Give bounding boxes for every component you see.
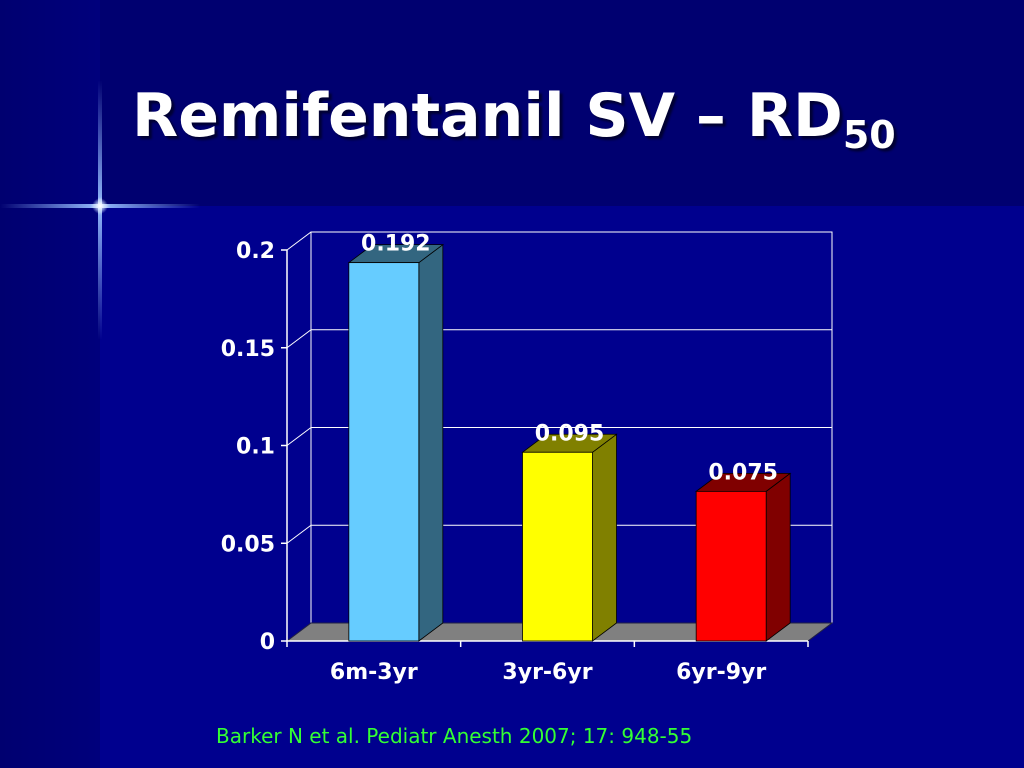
bar bbox=[695, 490, 767, 642]
data-label: 0.075 bbox=[708, 460, 778, 485]
y-tick-label: 0.1 bbox=[236, 435, 275, 460]
y-tick-label: 0.15 bbox=[221, 337, 275, 362]
gridline-side bbox=[286, 231, 312, 251]
y-tick-label: 0 bbox=[260, 630, 275, 655]
left-background-band bbox=[0, 0, 100, 768]
citation: Barker N et al. Pediatr Anesth 2007; 17:… bbox=[216, 724, 693, 748]
bar-side bbox=[765, 472, 791, 642]
bar-side bbox=[418, 243, 444, 642]
data-label: 0.192 bbox=[361, 232, 431, 257]
bar-side bbox=[592, 433, 617, 642]
x-tick-label: 6yr-9yr bbox=[676, 660, 766, 685]
gridline-side bbox=[286, 524, 312, 544]
gridline-side bbox=[286, 329, 312, 349]
gridline-side bbox=[286, 427, 312, 446]
x-tick-label: 3yr-6yr bbox=[502, 660, 592, 685]
data-label: 0.095 bbox=[535, 421, 605, 446]
light-flare-core bbox=[92, 198, 108, 214]
x-tick-label: 6m-3yr bbox=[330, 660, 418, 685]
bar bbox=[348, 262, 420, 642]
y-tick-label: 0.05 bbox=[221, 532, 275, 557]
slide-title-text: Remifentanil SV – RD bbox=[132, 81, 843, 151]
y-tick-label: 0.2 bbox=[236, 239, 275, 264]
bar bbox=[522, 451, 593, 642]
slide-title-subscript: 50 bbox=[842, 113, 896, 157]
title-background-band bbox=[100, 0, 1024, 206]
slide-title: Remifentanil SV – RD50 bbox=[132, 80, 896, 171]
